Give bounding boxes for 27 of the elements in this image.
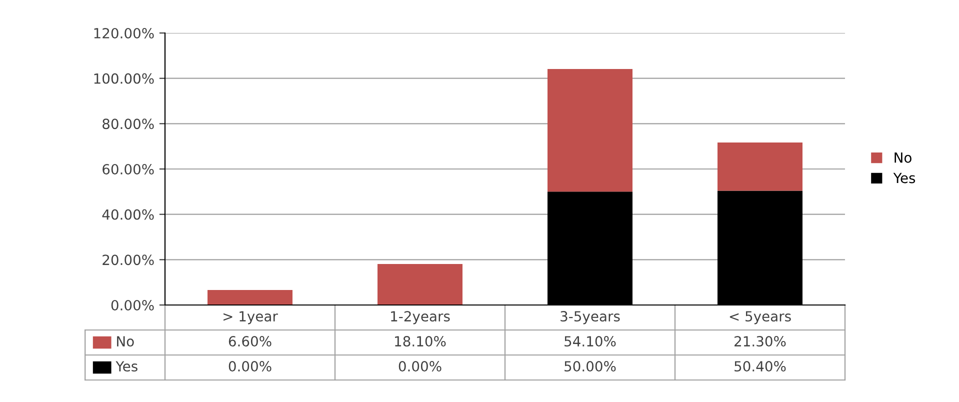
bar <box>378 264 462 305</box>
data-label: 50.40% <box>734 361 786 372</box>
y-tick-label: 80.00% <box>102 118 154 130</box>
y-tick-label: 40.00% <box>102 209 154 220</box>
data-label: 0.00% <box>228 361 272 372</box>
y-tick-label: 20.00% <box>102 254 154 266</box>
x-tick-label: 1-2years <box>391 311 450 324</box>
bar <box>548 69 632 192</box>
data-label: 0.00% <box>398 361 442 372</box>
legend-label: No <box>117 336 134 347</box>
text: No <box>894 152 912 163</box>
y-tick-label: 0.00% <box>111 300 154 310</box>
x-tick-label: 3-5years <box>560 311 620 324</box>
y-tick-label: 100.00% <box>94 73 154 84</box>
data-label: 21.30% <box>734 336 786 347</box>
data-label: 18.10% <box>395 336 446 347</box>
data-label: 6.60% <box>228 336 272 347</box>
y-tick-label: 60.00% <box>102 164 154 174</box>
data-label: 50.00% <box>564 361 616 372</box>
text: Yes <box>116 361 138 372</box>
bar <box>208 290 292 305</box>
data-label: 54.10% <box>564 336 616 347</box>
x-tick-label: > 1year <box>224 311 278 324</box>
legend-label: Yes <box>893 172 916 184</box>
bar <box>718 142 802 191</box>
y-tick-label: 120.00% <box>94 28 154 38</box>
x-tick-label: < 5years <box>730 311 791 324</box>
